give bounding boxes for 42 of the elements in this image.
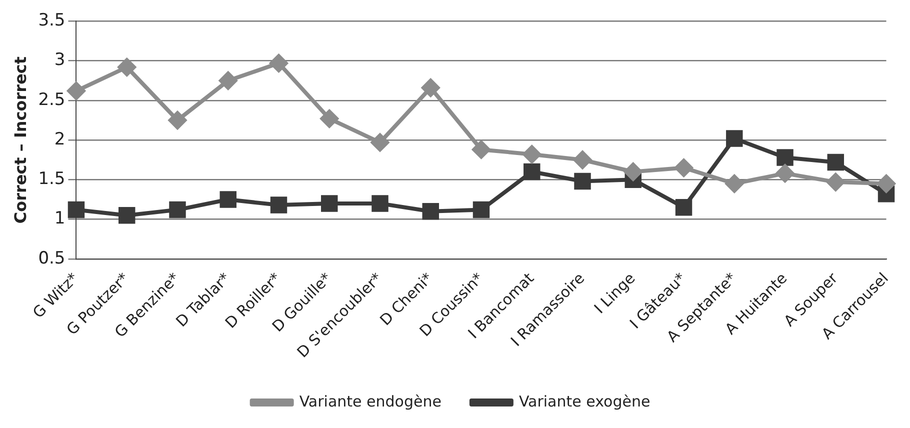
point xyxy=(624,162,642,181)
legend-label: Variante endogène xyxy=(299,392,442,410)
point xyxy=(877,174,896,193)
point xyxy=(372,195,388,212)
point xyxy=(776,164,794,182)
point xyxy=(67,82,86,100)
point xyxy=(220,191,236,208)
point xyxy=(574,150,592,169)
point xyxy=(321,195,338,212)
legend-label: Variante exogène xyxy=(518,392,650,410)
point xyxy=(826,173,845,192)
point xyxy=(118,58,136,76)
point xyxy=(674,158,693,177)
point xyxy=(522,145,541,164)
y-tick-label: 3 xyxy=(54,50,66,70)
y-tick-label: 3.5 xyxy=(38,10,66,31)
point xyxy=(472,140,490,159)
point xyxy=(68,201,85,218)
point xyxy=(776,149,794,166)
y-tick-label: 0.5 xyxy=(38,248,66,268)
point xyxy=(371,133,389,152)
point xyxy=(219,72,238,90)
point xyxy=(472,201,490,218)
point xyxy=(574,172,591,190)
point xyxy=(168,111,186,130)
point xyxy=(320,110,338,128)
y-axis-title: Correct – Incorrect xyxy=(10,56,30,224)
point xyxy=(270,196,288,214)
point xyxy=(118,206,136,224)
point xyxy=(422,203,439,220)
point xyxy=(524,163,540,180)
y-tick-label: 1.5 xyxy=(38,169,66,190)
point xyxy=(725,174,744,193)
point xyxy=(827,154,844,171)
point xyxy=(726,130,743,147)
y-tick-label: 2 xyxy=(54,129,66,150)
point xyxy=(422,78,440,97)
point xyxy=(675,199,692,216)
point xyxy=(270,54,288,72)
y-tick-label: 1 xyxy=(54,208,66,229)
y-tick-label: 2.5 xyxy=(38,90,66,110)
point xyxy=(169,201,186,218)
